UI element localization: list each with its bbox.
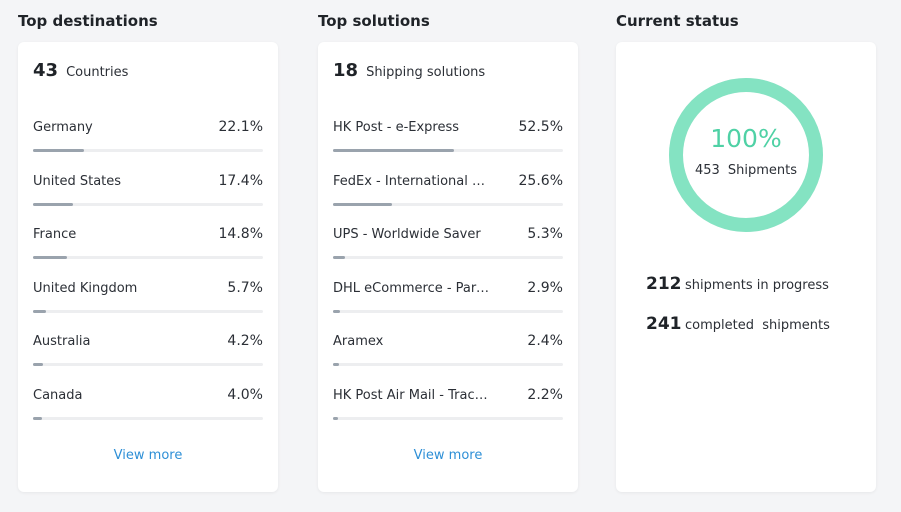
status-title: Current status [616, 12, 739, 30]
ring-shipments-count: 453 [694, 163, 720, 178]
ring-progress [669, 78, 823, 232]
progress-track [33, 309, 263, 313]
progress-fill [333, 256, 346, 260]
progress-track [333, 202, 563, 206]
list-item: United Kingdom 5.7% [33, 275, 263, 329]
solutions-count: 18 [333, 60, 359, 81]
item-percent: 2.9% [527, 279, 563, 296]
list-item: Germany 22.1% [33, 114, 263, 168]
destinations-count-label: Countries [66, 65, 129, 80]
item-name: Germany [33, 120, 93, 135]
destinations-card: 43 Countries Germany 22.1% United States 17… [18, 42, 278, 492]
progress-track [333, 416, 563, 420]
destinations-title: Top destinations [18, 12, 158, 30]
progress-fill [333, 416, 339, 420]
list-item: Aramex 2.4% [333, 328, 563, 382]
ring-chart [669, 78, 823, 232]
progress-track [33, 363, 263, 367]
progress-fill [33, 149, 84, 152]
item-percent: 14.8% [218, 226, 263, 243]
progress-fill [33, 363, 43, 367]
status-ring: 100% 453 Shipments [668, 77, 824, 233]
item-percent: 2.4% [527, 333, 563, 350]
in-progress-label: shipments in progress [685, 278, 829, 293]
item-percent: 5.7% [227, 279, 263, 296]
item-name: United Kingdom [33, 280, 138, 296]
solutions-view-more-link[interactable]: View more [413, 448, 483, 463]
item-name: Aramex [333, 334, 384, 350]
item-name: HK Post Air Mail - Tracking [333, 387, 493, 403]
progress-track [333, 256, 563, 260]
item-percent: 5.3% [527, 226, 563, 243]
item-percent: 4.0% [227, 386, 263, 403]
progress-fill [33, 256, 68, 260]
ring-percent: 100% [710, 124, 782, 153]
progress-track [33, 416, 263, 420]
solutions-summary: 18 Shipping solutions [333, 60, 485, 81]
solutions-count-label: Shipping solutions [366, 65, 486, 80]
progress-track [333, 309, 563, 313]
list-item: UPS - Worldwide Saver 5.3% [333, 221, 563, 275]
progress-fill [33, 309, 47, 313]
progress-fill [333, 149, 454, 152]
progress-fill [33, 416, 43, 420]
item-percent: 4.2% [227, 333, 263, 350]
completed-stat: 241 completed shipments [646, 314, 830, 334]
completed-count: 241 [646, 314, 682, 334]
destinations-count: 43 [33, 60, 59, 81]
item-name: UPS - Worldwide Saver [333, 227, 481, 243]
completed-label: completed shipments [685, 318, 830, 333]
ring-shipments: 453 Shipments [695, 163, 797, 178]
item-percent: 52.5% [518, 119, 563, 135]
solutions-title: Top solutions [318, 12, 430, 30]
destinations-view-more-link[interactable]: View more [113, 448, 183, 463]
item-name: DHL eCommerce - Parcel Direct [333, 280, 493, 296]
list-item: HK Post Air Mail - Tracking 2.2% [333, 382, 563, 436]
item-percent: 22.1% [218, 119, 263, 135]
progress-fill [333, 363, 339, 367]
item-name: Canada [33, 387, 83, 403]
list-item: United States 17.4% [33, 168, 263, 222]
list-item: FedEx - International Economy 25.6% [333, 168, 563, 222]
list-item: Australia 4.2% [33, 328, 263, 382]
list-item: Canada 4.0% [33, 382, 263, 436]
list-item: France 14.8% [33, 221, 263, 275]
progress-fill [333, 309, 340, 313]
item-name: United States [33, 173, 122, 189]
in-progress-stat: 212 shipments in progress [646, 274, 829, 294]
progress-track [33, 202, 263, 206]
ring-shipments-label: Shipments [727, 163, 798, 178]
item-percent: 2.2% [527, 386, 563, 403]
item-name: France [33, 227, 77, 243]
list-item: DHL eCommerce - Parcel Direct 2.9% [333, 275, 563, 329]
item-percent: 17.4% [218, 172, 263, 189]
progress-track [333, 363, 563, 367]
progress-fill [33, 202, 74, 206]
progress-track [33, 149, 263, 152]
item-percent: 25.6% [518, 172, 563, 189]
progress-track [333, 149, 563, 152]
item-name: FedEx - International Economy [333, 173, 493, 189]
progress-fill [333, 202, 392, 206]
progress-track [33, 256, 263, 260]
destinations-summary: 43 Countries [33, 60, 128, 81]
list-item: HK Post - e-Express 52.5% [333, 114, 563, 168]
item-name: Australia [33, 334, 91, 350]
status-card: 100% 453 Shipments 212 shipments in prog… [616, 42, 876, 492]
item-name: HK Post - e-Express [333, 120, 460, 135]
in-progress-count: 212 [646, 274, 682, 294]
solutions-card: 18 Shipping solutions HK Post - e-Expres… [318, 42, 578, 492]
destinations-list: Germany 22.1% United States 17.4% France 14.8… [33, 114, 263, 436]
solutions-list: HK Post - e-Express 52.5% FedEx - Internat… [333, 114, 563, 436]
